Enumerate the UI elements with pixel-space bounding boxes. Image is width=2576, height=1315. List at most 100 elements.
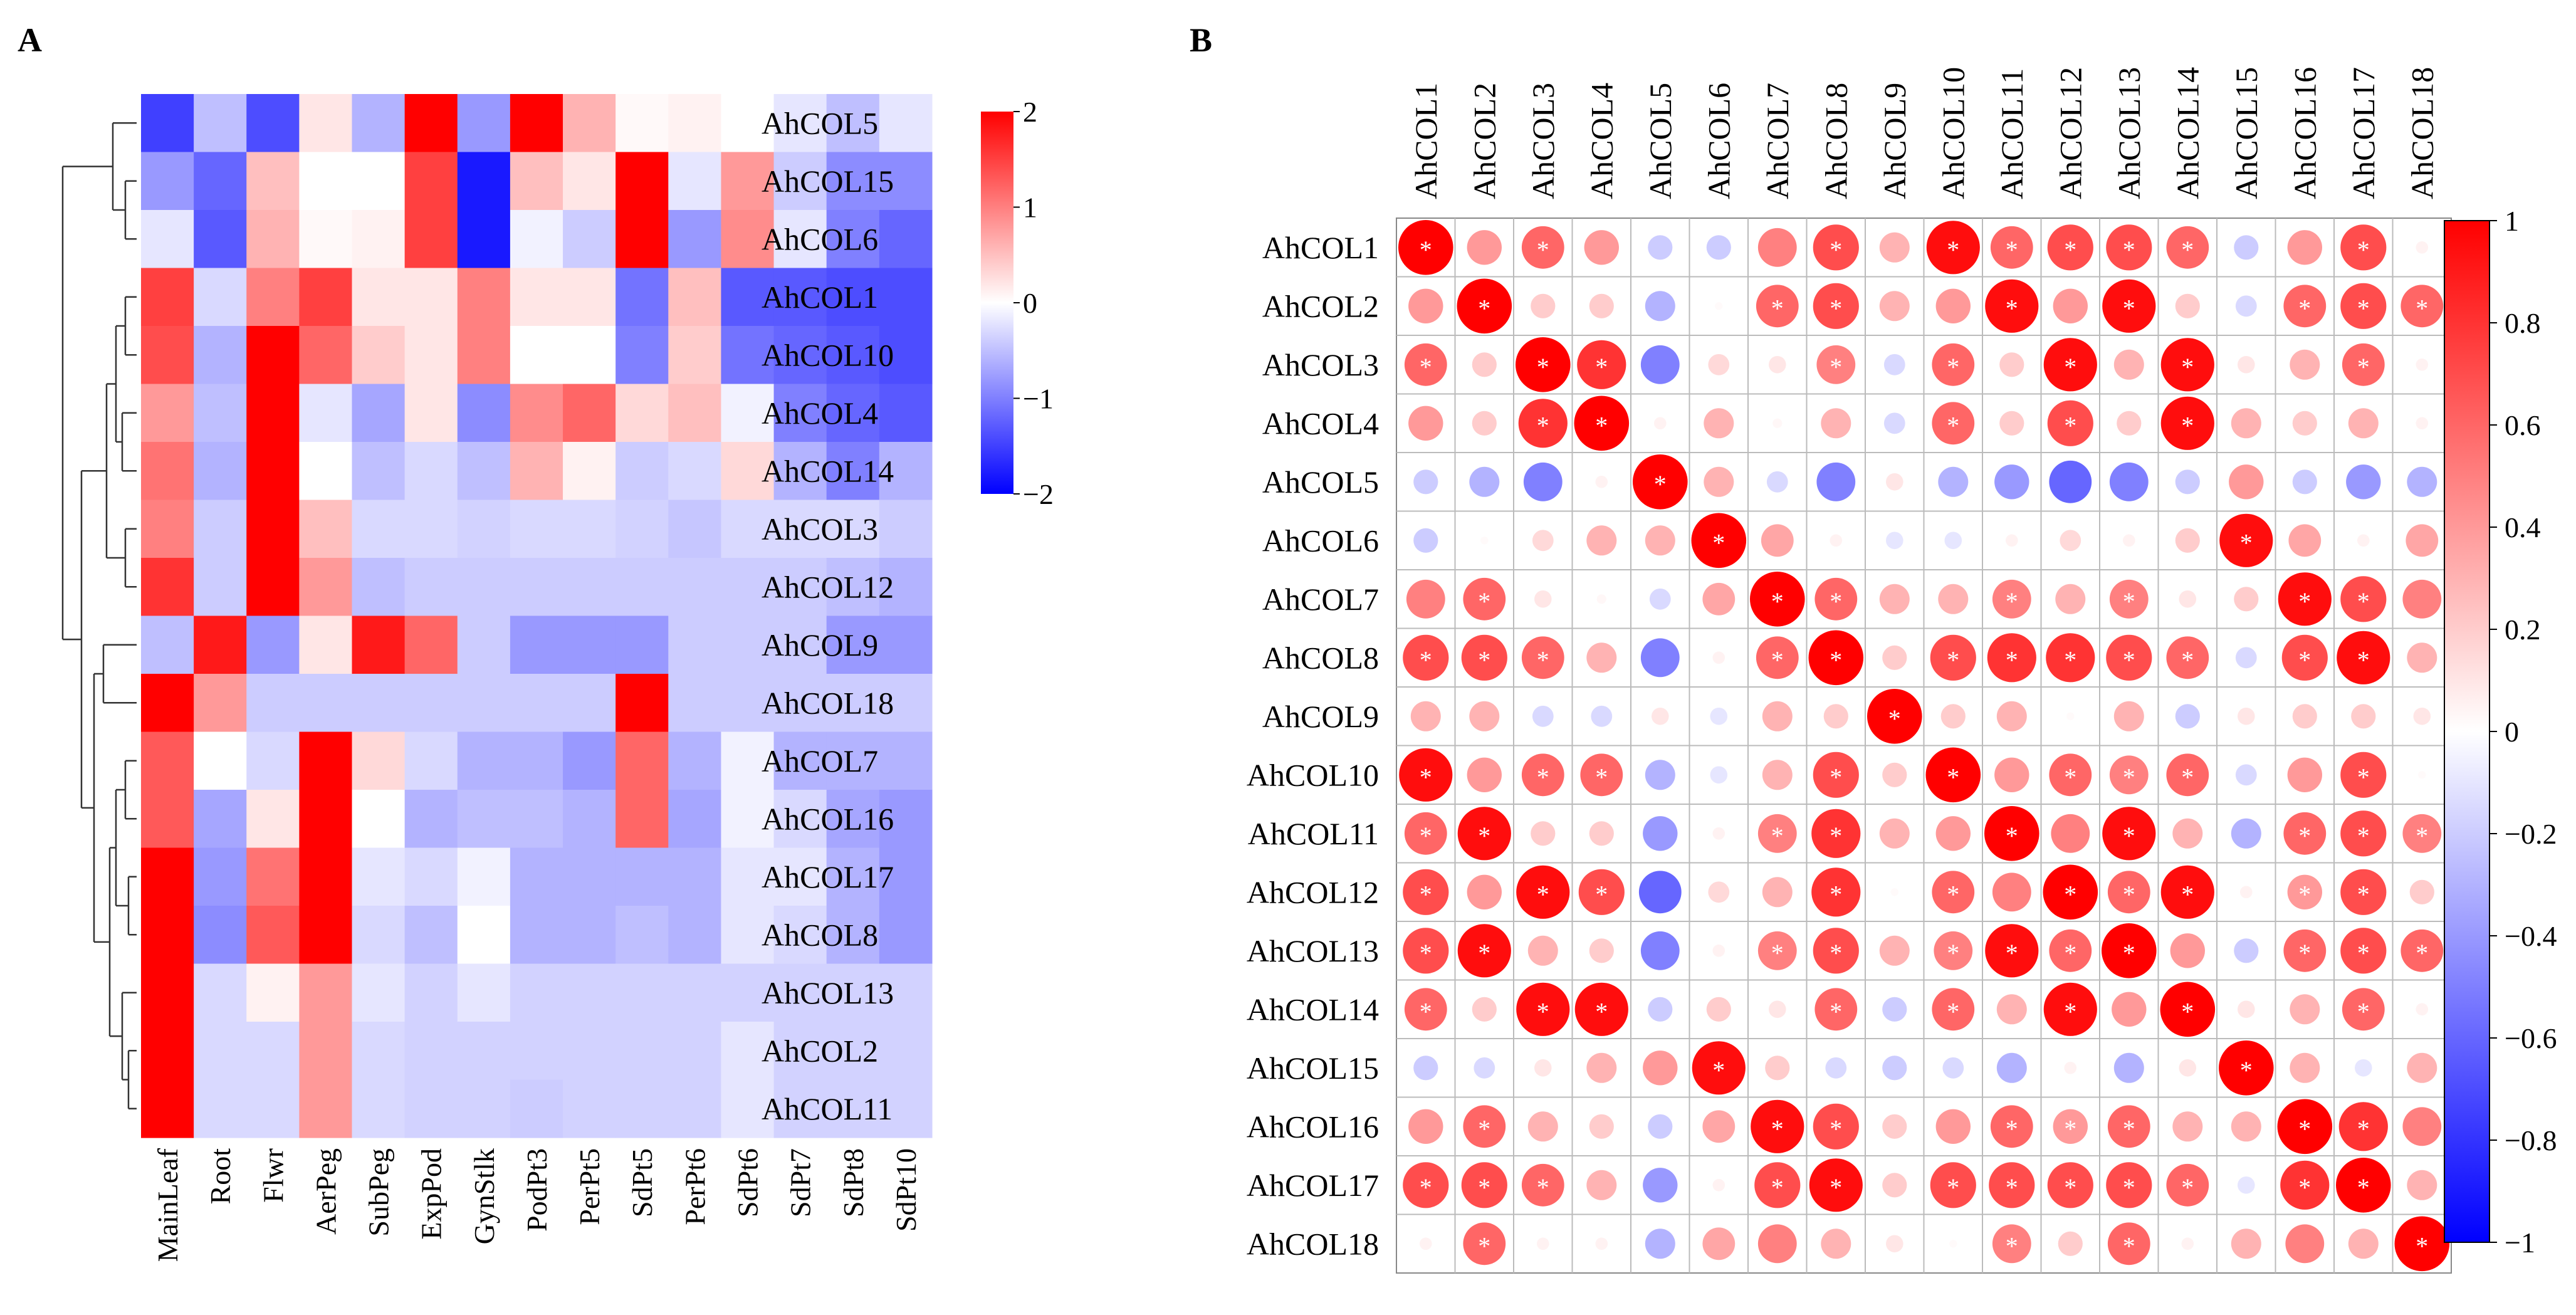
correlation-circle (1410, 701, 1441, 731)
heatmap-cell (615, 906, 669, 965)
heatmap-cell (721, 731, 775, 790)
correlation-circle (2292, 469, 2317, 495)
correlation-circle (1413, 469, 1438, 495)
correlation-circle (1580, 753, 1623, 797)
panel-b-label: B (1190, 21, 1212, 59)
significance-star: * (1537, 1173, 1549, 1202)
significance-star: * (1771, 1173, 1784, 1202)
correlation-circle (1643, 1050, 1678, 1086)
correlation-circle (1537, 1237, 1549, 1250)
row-label: AhCOL18 (762, 685, 894, 720)
heatmap-cell (194, 268, 247, 327)
heatmap-cell (141, 94, 194, 153)
correlation-circle (1461, 1162, 1507, 1208)
row-label: AhCOL10 (762, 337, 894, 372)
correlation-circle (1516, 865, 1570, 919)
heatmap-cell (879, 384, 933, 443)
correlation-circle (2106, 1162, 2152, 1208)
heatmap-cell (352, 210, 406, 269)
correlation-circle (1938, 466, 1969, 497)
heatmap-cell (615, 963, 669, 1022)
correlation-circle (1469, 466, 1500, 497)
correlation-circle (2407, 642, 2437, 673)
heatmap-cell (510, 94, 563, 153)
correlation-circle (1813, 1103, 1859, 1150)
heatmap-cell (615, 731, 669, 790)
correlation-circle (2066, 712, 2075, 721)
heatmap-cell (668, 152, 722, 211)
heatmap-cell (721, 442, 775, 501)
correlation-circle (2238, 356, 2255, 374)
heatmap-cell (826, 1022, 880, 1081)
matrix-row-label: AhCOL3 (1262, 347, 1379, 382)
column-label: PodPt3 (521, 1148, 553, 1232)
heatmap-cell (826, 384, 880, 443)
significance-star: * (2006, 587, 2018, 616)
heatmap-cell (457, 384, 511, 443)
correlation-circle (2172, 818, 2203, 849)
correlation-circle (1467, 230, 1502, 265)
heatmap-cell (879, 1022, 933, 1081)
correlation-circle (1586, 642, 1617, 673)
correlation-circle (2107, 871, 2150, 914)
correlation-circle (1769, 356, 1786, 374)
heatmap-cell (457, 326, 511, 385)
correlation-circle (1413, 528, 1438, 553)
correlation-circle (2337, 631, 2390, 684)
column-label: PerPt5 (573, 1148, 605, 1225)
heatmap-cell (457, 210, 511, 269)
correlation-circle (1403, 1162, 1449, 1208)
significance-star: * (2357, 997, 2370, 1025)
correlation-circle (2102, 923, 2157, 978)
column-label: Root (204, 1148, 236, 1205)
heatmap-cell (773, 616, 827, 674)
correlation-circle (1882, 645, 1907, 670)
correlation-circle (2175, 528, 2200, 553)
heatmap-cell (563, 152, 616, 211)
heatmap-cell (826, 1079, 880, 1138)
heatmap-cell (563, 1022, 616, 1081)
correlation-circle (2112, 992, 2147, 1027)
matrix-row-label: AhCOL15 (1247, 1050, 1379, 1086)
correlation-circle (1472, 411, 1497, 436)
correlation-circle (2338, 1102, 2388, 1151)
correlation-circle (2166, 226, 2209, 269)
correlation-circle (2219, 1040, 2274, 1096)
correlation-circle (2107, 1105, 2150, 1148)
heatmap-cell (615, 558, 669, 617)
correlation-circle (2238, 1176, 2255, 1194)
correlation-circle (1649, 588, 1671, 610)
matrix-row-label: AhCOL1 (1262, 230, 1379, 265)
significance-star: * (1420, 880, 1432, 908)
significance-star: * (2006, 294, 2018, 322)
correlation-circle (1457, 924, 1511, 978)
correlation-circle (1403, 869, 1449, 915)
significance-star: * (2298, 587, 2311, 616)
correlation-circle (1586, 1052, 1617, 1083)
heatmap-cell (721, 384, 775, 443)
heatmap-cell (773, 674, 827, 733)
significance-star: * (1478, 587, 1490, 616)
correlation-circle (2053, 1109, 2088, 1145)
significance-star: * (2181, 236, 2194, 264)
row-label: AhCOL9 (762, 627, 878, 663)
significance-star: * (1537, 646, 1549, 674)
correlation-circle (2106, 224, 2152, 271)
correlation-circle (1413, 1056, 1438, 1081)
row-label: AhCOL17 (762, 859, 894, 894)
heatmap-cell (826, 94, 880, 153)
heatmap-cell (299, 442, 353, 501)
colorbar-b-ticks: 1 0.8 0.6 0.4 0.2 0 −0.2 −0.4 −0.6 −0.8 −1 (2490, 205, 2557, 1259)
correlation-circle (1398, 220, 1453, 275)
correlation-circle (2231, 1229, 2261, 1259)
heatmap-cell (141, 906, 194, 965)
matrix-column-label: AhCOL6 (1701, 83, 1736, 199)
heatmap-cell (352, 152, 406, 211)
matrix-row-label: AhCOL14 (1247, 992, 1379, 1027)
correlation-circle (1404, 343, 1447, 386)
colorbar-tick-label: 0.6 (2505, 409, 2541, 441)
colorbar-tick-label: 0.2 (2505, 614, 2541, 646)
heatmap-cell (668, 268, 722, 327)
heatmap-cell (879, 847, 933, 906)
heatmap-cell (668, 1022, 722, 1081)
